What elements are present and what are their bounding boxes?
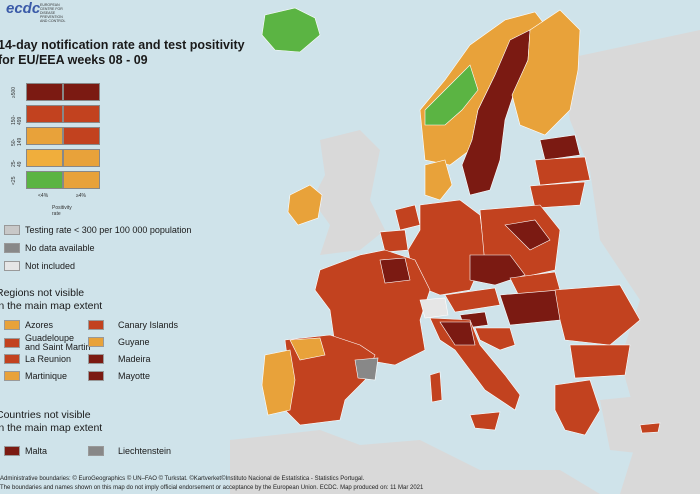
north-africa-land — [230, 430, 600, 494]
region-swatch-azores — [4, 320, 20, 330]
legend-cell-r4c1 — [63, 171, 100, 189]
legend-label-testing: Testing rate < 300 per 100 000 populatio… — [25, 225, 192, 235]
legend-label-nodata: No data available — [25, 243, 95, 253]
legend-axis-label: Positivity rate — [52, 205, 72, 217]
finland — [511, 9, 581, 136]
region-label-madeira: Madeira — [118, 354, 151, 364]
region-label-lareunion: La Reunion — [25, 354, 72, 364]
sardinia — [429, 371, 443, 403]
legend-cell-r1c0 — [26, 105, 63, 123]
legend-cell-r3c0 — [26, 149, 63, 167]
map-title-line2: for EU/EEA weeks 08 - 09 — [0, 53, 148, 67]
country-label-liechtenstein: Liechtenstein — [118, 446, 172, 456]
region-label-guadeloupe: Guadeloupe and Saint Martin — [25, 333, 91, 352]
countries-title-line2: in the main map extent — [0, 422, 103, 434]
ecdc-logo-text: ecdc — [6, 0, 41, 17]
legend-row-label-1: 150-499 — [11, 114, 23, 125]
legend-cell-r0c1 — [63, 83, 100, 101]
legend-cell-r4c0 — [26, 171, 63, 189]
country-label-malta: Malta — [25, 446, 48, 456]
legend-cell-r3c1 — [63, 149, 100, 167]
latvia — [534, 156, 591, 186]
hungary — [499, 289, 561, 326]
spain-orange — [289, 337, 326, 361]
non-eu-land-east — [560, 30, 700, 494]
estonia — [539, 134, 581, 161]
legend-row-label-4: <25 — [11, 176, 17, 185]
map-title: 14-day notification rate and test positi… — [0, 38, 245, 68]
legend-swatch-notincluded — [4, 261, 20, 271]
legend-row-label-3: 25-49 — [11, 159, 23, 167]
norway-green — [424, 64, 479, 126]
legend-col-label-1: ≥4% — [76, 193, 86, 199]
region-label-guyane: Guyane — [118, 337, 150, 347]
iceland — [261, 7, 321, 53]
switzerland — [419, 297, 449, 319]
lithuania — [529, 181, 586, 209]
country-swatch-liechtenstein — [88, 446, 104, 456]
catalonia-no-data — [354, 357, 379, 381]
legend-cell-r1c1 — [63, 105, 100, 123]
germany — [407, 199, 486, 296]
country-swatch-malta — [4, 446, 20, 456]
region-label-mayotte: Mayotte — [118, 371, 151, 381]
portugal — [261, 349, 296, 416]
region-label-azores: Azores — [25, 320, 54, 330]
region-swatch-canary — [88, 320, 104, 330]
footer-line2: The boundaries and names shown on this m… — [0, 485, 424, 491]
legend-cell-r2c1 — [63, 127, 100, 145]
legend-label-notincluded: Not included — [25, 261, 76, 271]
region-swatch-mayotte — [88, 371, 104, 381]
region-swatch-guadeloupe — [4, 338, 20, 348]
poland-dark — [504, 219, 551, 251]
region-swatch-lareunion — [4, 354, 20, 364]
countries-section-title: Countries not visible in the main map ex… — [0, 409, 102, 435]
regions-section-title: Regions not visible in the main map exte… — [0, 287, 102, 313]
sweden — [461, 29, 531, 196]
sicily — [469, 411, 501, 431]
regions-title-line2: in the main map extent — [0, 300, 103, 312]
region-label-martinique: Martinique — [25, 371, 68, 381]
cyprus — [639, 422, 661, 434]
region-swatch-madeira — [88, 354, 104, 364]
legend-row-label-2: 50-149 — [11, 137, 23, 146]
region-swatch-martinique — [4, 371, 20, 381]
legend-col-label-0: <4% — [38, 193, 49, 199]
countries-title-line1: Countries not visible — [0, 409, 91, 421]
footer-line1: Administrative boundaries: © EuroGeograp… — [0, 476, 365, 482]
map-title-line1: 14-day notification rate and test positi… — [0, 38, 245, 52]
france-dark — [379, 257, 411, 284]
ecdc-logo: ecdc EUROPEAN CENTRE FOR DISEASE PREVENT… — [2, 0, 72, 23]
ecdc-logo-subtext: EUROPEAN CENTRE FOR DISEASE PREVENTION A… — [40, 3, 66, 23]
region-label-canary: Canary Islands — [118, 320, 179, 330]
legend-cell-r0c0 — [26, 83, 63, 101]
legend-swatch-testing — [4, 225, 20, 235]
uk-land — [312, 130, 385, 255]
belgium — [379, 229, 409, 253]
italy-dark — [439, 321, 476, 346]
ireland — [287, 184, 323, 226]
greece — [554, 379, 601, 436]
region-swatch-guyane — [88, 337, 104, 347]
legend-cell-r2c0 — [26, 127, 63, 145]
bulgaria — [569, 344, 631, 379]
legend-row-label-0: ≥500 — [11, 86, 17, 98]
regions-title-line1: Regions not visible — [0, 287, 85, 299]
croatia — [474, 327, 516, 351]
denmark — [424, 159, 453, 201]
czechia — [469, 254, 526, 286]
austria — [444, 287, 501, 313]
legend-swatch-nodata — [4, 243, 20, 253]
